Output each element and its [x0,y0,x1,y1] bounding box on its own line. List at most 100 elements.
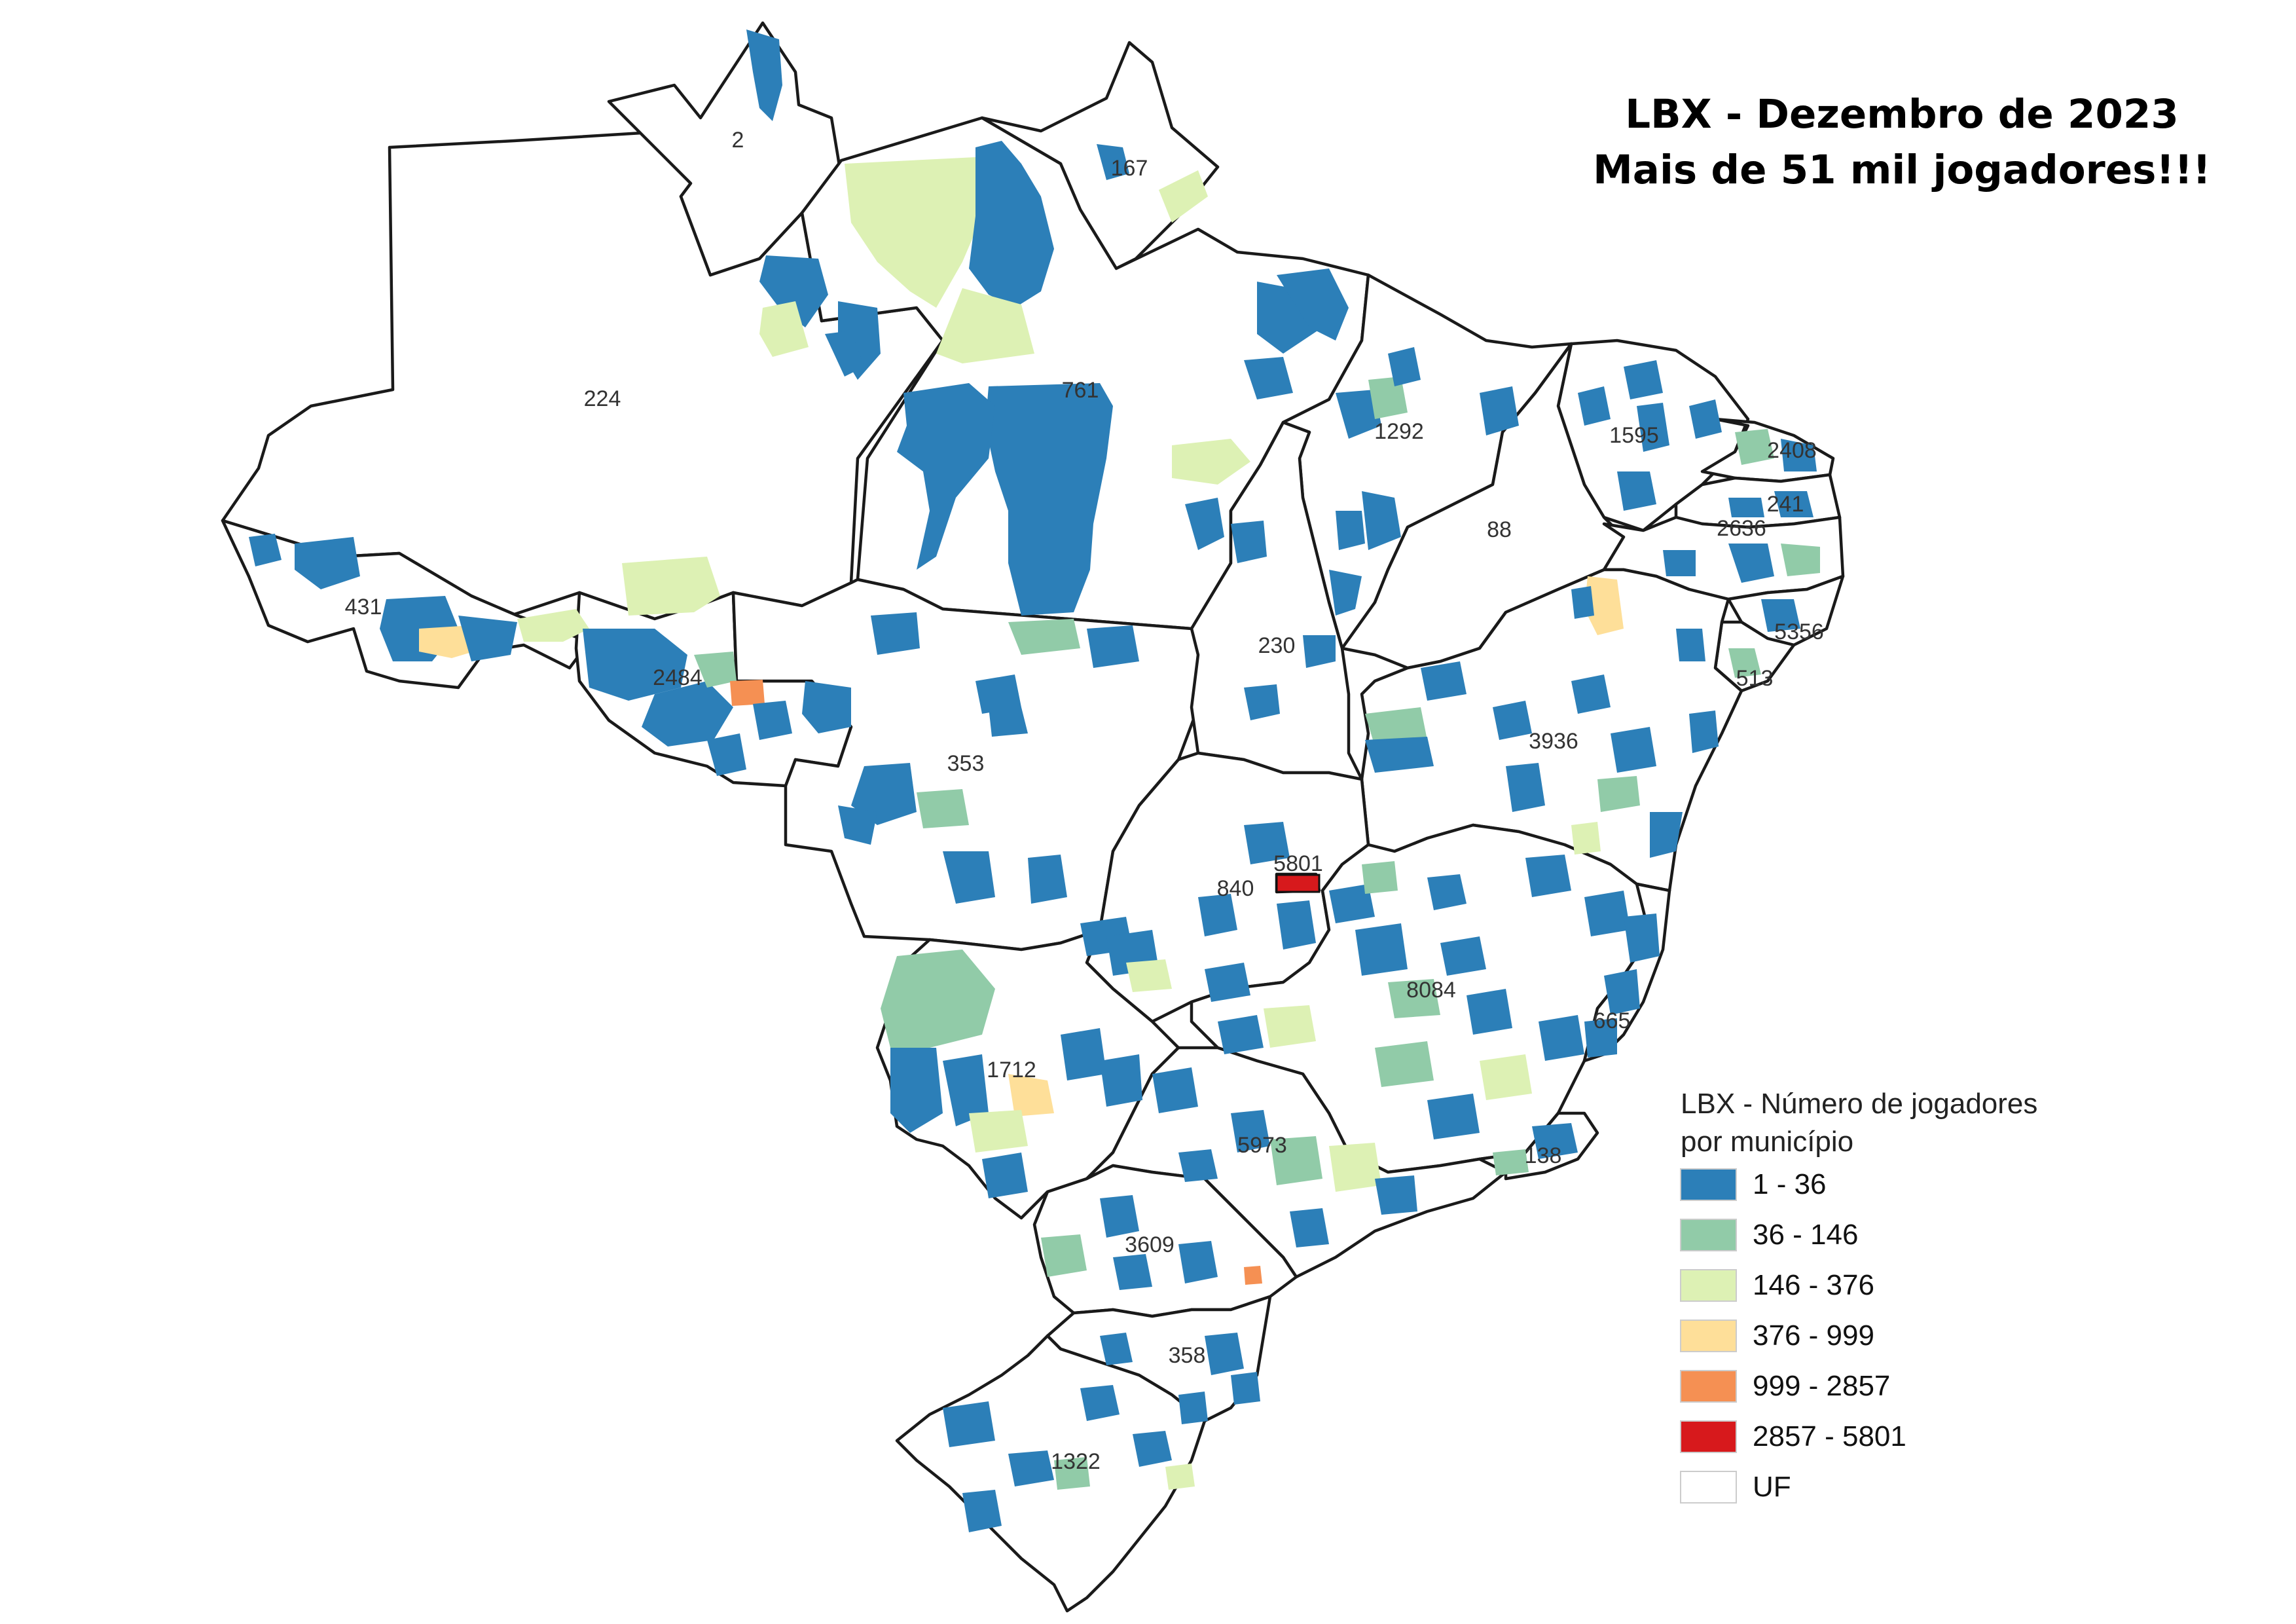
muni-patch [1597,776,1640,812]
muni-patch [1440,936,1486,976]
legend-swatch [1680,1168,1737,1201]
muni-patch [1178,1241,1218,1283]
legend-label: 999 - 2857 [1753,1370,1890,1402]
muni-patch [1290,1208,1329,1247]
muni-patch [936,288,1034,363]
muni-patch [1427,1094,1480,1139]
muni-patch [1604,969,1640,1015]
muni-patch [1264,1005,1316,1048]
muni-patch [1355,923,1408,976]
muni-patch [1244,822,1290,864]
muni-patch [1205,1333,1244,1375]
df-highlight [1275,874,1321,893]
legend-swatch [1680,1471,1737,1504]
muni-patch [746,29,782,121]
muni-patch [1735,429,1774,465]
muni-patch [1185,498,1224,550]
label-AL: 5356 [1774,619,1824,644]
muni-patch [1663,550,1696,576]
muni-patch [845,157,982,308]
label-SP: 5973 [1237,1133,1287,1158]
label-PB: 241 [1767,492,1804,517]
muni-patch [1244,1266,1262,1285]
label-PA: 761 [1062,378,1099,403]
muni-patch [517,609,589,642]
muni-patch [1159,170,1208,223]
muni-patch [1152,1067,1198,1113]
legend-title-line1: LBX - Número de jogadores [1681,1088,2037,1120]
label-ES: 665 [1594,1008,1631,1033]
muni-patch [1650,812,1683,858]
muni-patch [1100,1333,1133,1365]
muni-patch [985,383,1113,616]
muni-patch [1178,1392,1208,1424]
muni-patch [1584,891,1630,936]
muni-patch [1637,403,1669,452]
muni-patch [1277,900,1316,950]
muni-patch [881,950,995,1048]
muni-patch [1689,399,1722,439]
muni-patch [975,674,1021,714]
legend-label: 36 - 146 [1753,1219,1858,1251]
muni-patch [1676,629,1705,661]
muni-patch [1244,684,1280,720]
muni-patch [1231,521,1267,563]
muni-patch [694,652,737,688]
muni-patch [1571,674,1611,714]
muni-patch [1231,1110,1270,1153]
muni-patch [1480,1054,1532,1100]
muni-patch [1388,979,1440,1018]
muni-patch [1126,959,1172,992]
label-RS: 1322 [1051,1449,1101,1474]
muni-patch [1303,635,1336,668]
label-SE: 513 [1736,666,1774,691]
muni-patch [982,1153,1028,1198]
muni-patch [851,763,917,825]
muni-patch [1525,855,1571,897]
muni-patch [1362,861,1398,894]
muni-patch [1368,377,1408,419]
muni-patch [753,701,792,740]
muni-patch [1611,727,1656,773]
muni-patch [1506,763,1545,812]
muni-patch [1113,1254,1152,1290]
muni-patch [943,851,995,904]
legend-swatch [1680,1370,1737,1403]
muni-patch [1362,491,1401,550]
muni-patch [1774,491,1813,517]
muni-patch [730,680,765,706]
legend-swatch [1680,1219,1737,1251]
muni-patch [583,629,687,701]
muni-patch [1781,544,1820,576]
muni-patch [1329,884,1375,923]
muni-patch [825,331,864,377]
muni-patch [1178,1149,1218,1182]
muni-patch [802,681,851,733]
muni-patch [943,1054,989,1126]
label-MG: 8084 [1406,978,1456,1003]
muni-patch [1165,1464,1195,1490]
muni-patch [1728,498,1764,517]
muni-patch [1080,1385,1120,1421]
muni-patch [458,616,517,661]
muni-patch [1100,1054,1142,1107]
muni-patch [838,805,877,845]
muni-patch [1087,625,1139,668]
label-CE: 1595 [1609,423,1659,448]
muni-patch [943,1401,995,1447]
muni-patch [1480,386,1519,435]
legend-swatch [1680,1269,1737,1302]
label-DF: 5801 [1273,851,1323,876]
legend-swatch [1680,1320,1737,1352]
legend-swatch [1680,1420,1737,1453]
legend-label: 146 - 376 [1753,1269,1874,1301]
legend-title-line2: por município [1681,1126,1853,1158]
state-value-labels: 2 167 224 761 1292 1595 2408 241 88 2636… [345,128,1824,1474]
muni-patch [295,537,360,589]
label-RN: 2408 [1767,438,1817,463]
muni-patch [1270,1136,1322,1185]
legend-label: 2857 - 5801 [1753,1420,1906,1452]
muni-patch [1336,511,1365,550]
muni-patch [1172,439,1250,485]
